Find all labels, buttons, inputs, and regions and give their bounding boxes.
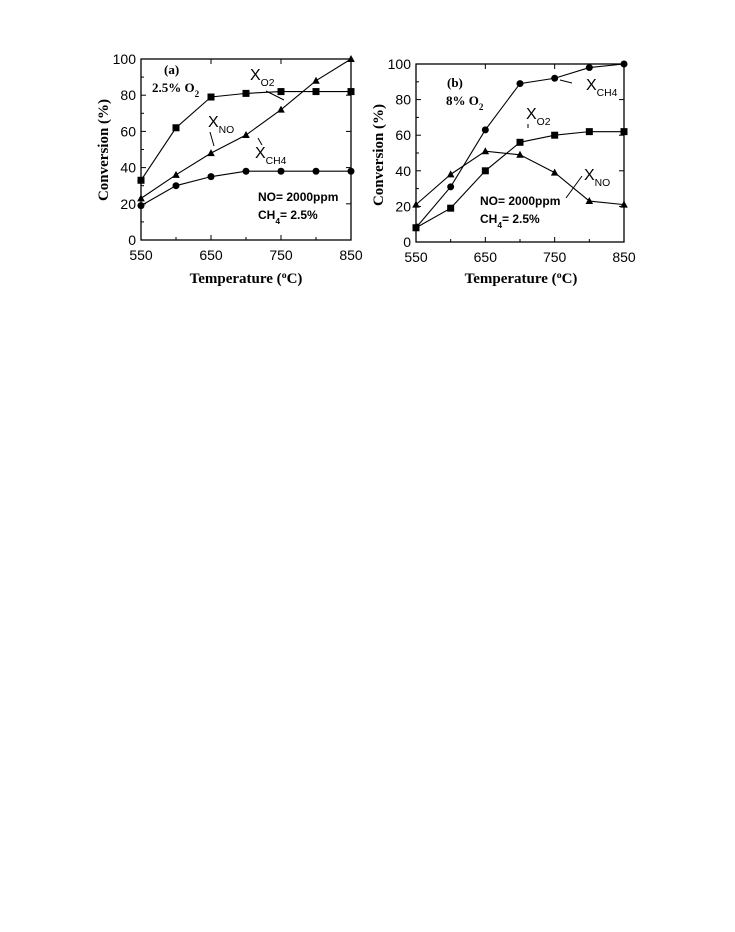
series-XO2: XO2: [412, 106, 628, 232]
y-axis-label: Conversion (%): [96, 99, 112, 201]
y-tick-label: 40: [120, 160, 136, 176]
data-point-circle: [481, 126, 489, 134]
x-tick-label: 850: [612, 249, 636, 265]
data-point-square: [447, 204, 455, 212]
data-point-square: [172, 124, 180, 132]
data-point-triangle: [446, 170, 455, 178]
panel-label: (b): [447, 75, 463, 90]
oxygen-condition-label: 2.5% O2: [152, 80, 200, 99]
data-point-triangle: [516, 150, 524, 158]
data-point-square: [516, 138, 524, 146]
data-point-triangle: [207, 149, 215, 157]
y-tick-label: 100: [113, 51, 137, 67]
data-point-square: [347, 88, 355, 96]
y-tick-label: 60: [120, 123, 136, 139]
data-point-square: [551, 131, 559, 139]
data-point-square: [137, 176, 145, 184]
y-tick-label: 0: [128, 232, 136, 248]
series-label: XO2: [526, 106, 551, 128]
condition-note: CH4= 2.5%: [480, 212, 540, 230]
data-point-triangle: [620, 200, 628, 208]
data-point-circle: [312, 167, 320, 175]
data-point-circle: [447, 183, 455, 191]
y-tick-label: 40: [395, 163, 411, 179]
series-label: XNO: [584, 167, 610, 189]
data-point-square: [207, 93, 215, 101]
series-XCH4: XCH4: [137, 137, 355, 210]
data-point-circle: [172, 182, 180, 190]
data-point-triangle: [242, 131, 250, 139]
data-point-circle: [585, 64, 593, 72]
data-point-square: [312, 88, 320, 96]
data-point-circle: [620, 60, 628, 68]
data-point-square: [585, 128, 593, 136]
x-tick-label: 750: [543, 249, 567, 265]
panel-label: (a): [164, 62, 179, 77]
x-tick-label: 550: [404, 249, 428, 265]
condition-note: CH4= 2.5%: [258, 208, 318, 226]
x-tick-label: 650: [474, 249, 498, 265]
data-point-circle: [137, 202, 145, 210]
series-label-leader: [209, 131, 215, 147]
data-point-square: [277, 88, 285, 96]
data-point-square: [620, 128, 628, 136]
data-point-triangle: [347, 55, 355, 62]
data-point-triangle: [277, 105, 285, 113]
series-XNO: XNO: [412, 147, 628, 208]
oxygen-condition-label: 8% O2: [446, 93, 484, 112]
data-point-triangle: [312, 76, 320, 84]
condition-note: NO= 2000ppm: [480, 194, 560, 208]
y-tick-label: 20: [395, 198, 411, 214]
y-tick-label: 100: [388, 56, 412, 72]
series-label-leader: [257, 137, 263, 146]
series-XCH4: XCH4: [412, 60, 628, 232]
series-label-leader: [565, 175, 583, 199]
data-point-triangle: [172, 170, 180, 178]
data-point-circle: [347, 167, 355, 175]
data-point-circle: [277, 167, 285, 175]
data-point-triangle: [137, 194, 145, 202]
data-point-circle: [551, 74, 559, 82]
x-tick-label: 850: [339, 247, 363, 263]
data-point-triangle: [585, 197, 594, 205]
data-point-circle: [207, 173, 215, 181]
series-label: XCH4: [586, 77, 618, 99]
x-axis-label: Temperature (oC): [465, 270, 578, 288]
chart-panel-b: 0 20 40 60 80 100 550 650 750 850 Temperature (oC)…: [371, 56, 636, 287]
data-point-circle: [242, 167, 250, 175]
y-tick-label: 80: [120, 87, 136, 103]
data-point-triangle: [550, 168, 559, 176]
condition-note: NO= 2000ppm: [258, 190, 338, 204]
series-label-leader: [559, 79, 573, 84]
data-point-square: [412, 224, 420, 232]
data-point-square: [481, 167, 489, 175]
data-point-circle: [516, 80, 524, 88]
data-point-triangle: [481, 147, 490, 155]
chart-panel-a: 0 20 40 60 80 100 550 650 750 850 Temperature (oC)…: [96, 51, 363, 287]
y-tick-label: 20: [120, 196, 136, 212]
series-label-leader: [265, 90, 285, 101]
series-XNO: XNO: [137, 55, 355, 202]
series-XO2: XO2: [137, 67, 355, 184]
x-tick-label: 750: [269, 247, 293, 263]
x-tick-label: 650: [199, 247, 223, 263]
series-label: XO2: [250, 67, 275, 89]
y-tick-label: 60: [395, 127, 411, 143]
data-point-triangle: [412, 200, 420, 208]
y-axis-label: Conversion (%): [371, 104, 387, 206]
x-tick-label: 550: [129, 247, 153, 263]
y-tick-label: 0: [403, 234, 411, 250]
data-point-square: [242, 89, 250, 97]
series-label: XCH4: [255, 145, 287, 167]
series-label: XNO: [208, 114, 234, 136]
y-tick-label: 80: [395, 92, 411, 108]
x-axis-label: Temperature (oC): [190, 270, 303, 288]
